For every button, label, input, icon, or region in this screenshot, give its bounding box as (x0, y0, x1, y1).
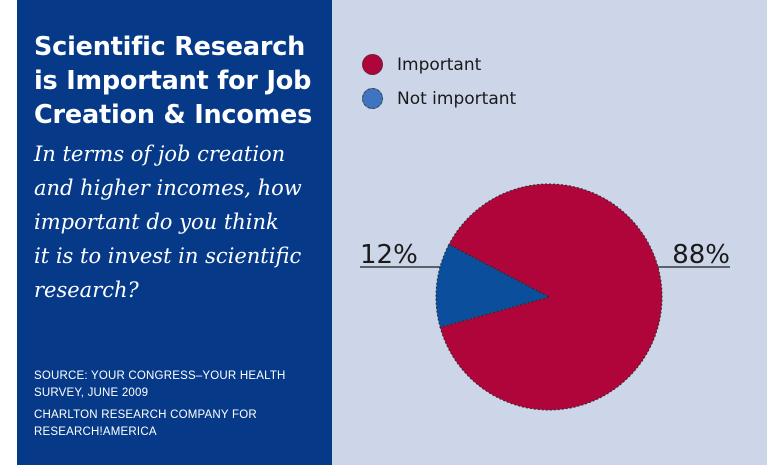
info-panel: Scientific Research is Important for Job… (17, 0, 332, 465)
credit-line: CHARLTON RESEARCH COMPANY FOR (34, 409, 257, 421)
question-line: important do you think (34, 210, 279, 234)
slice-label-not-important: 12% (360, 240, 418, 270)
legend-item-important: Important (362, 54, 481, 75)
legend-label-not-important: Not important (397, 88, 517, 109)
slice-label-important: 88% (672, 240, 730, 270)
source-note: SOURCE: YOUR CONGRESS–YOUR HEALTH SURVEY… (34, 368, 319, 446)
page-title: Scientific Research is Important for Job… (34, 30, 314, 132)
legend-swatch-not-important (362, 88, 383, 109)
question-line: In terms of job creation (34, 142, 286, 166)
chart-panel: Important Not important 12% 88% (332, 0, 767, 465)
title-line: Creation & Incomes (34, 100, 313, 130)
question-line: and higher incomes, how (34, 176, 302, 200)
title-line: is Important for Job (34, 66, 312, 96)
credit-text: CHARLTON RESEARCH COMPANY FOR RESEARCH!A… (34, 407, 319, 441)
pie-slice-not-important (435, 243, 551, 328)
credit-line: RESEARCH!AMERICA (34, 426, 157, 438)
question-line: it is to invest in scientific (34, 244, 302, 268)
legend-label-important: Important (397, 54, 482, 75)
pie-slice-important (439, 183, 663, 411)
survey-question: In terms of job creation and higher inco… (34, 137, 314, 307)
source-line: SOURCE: YOUR CONGRESS–YOUR HEALTH (34, 370, 286, 382)
question-line: research? (34, 278, 139, 302)
title-line: Scientific Research (34, 32, 306, 62)
source-text: SOURCE: YOUR CONGRESS–YOUR HEALTH SURVEY… (34, 368, 319, 402)
source-line: SURVEY, JUNE 2009 (34, 387, 149, 399)
legend-item-not-important: Not important (362, 88, 516, 109)
pie-chart: 12% 88% (360, 183, 730, 411)
legend-swatch-important (362, 54, 383, 75)
